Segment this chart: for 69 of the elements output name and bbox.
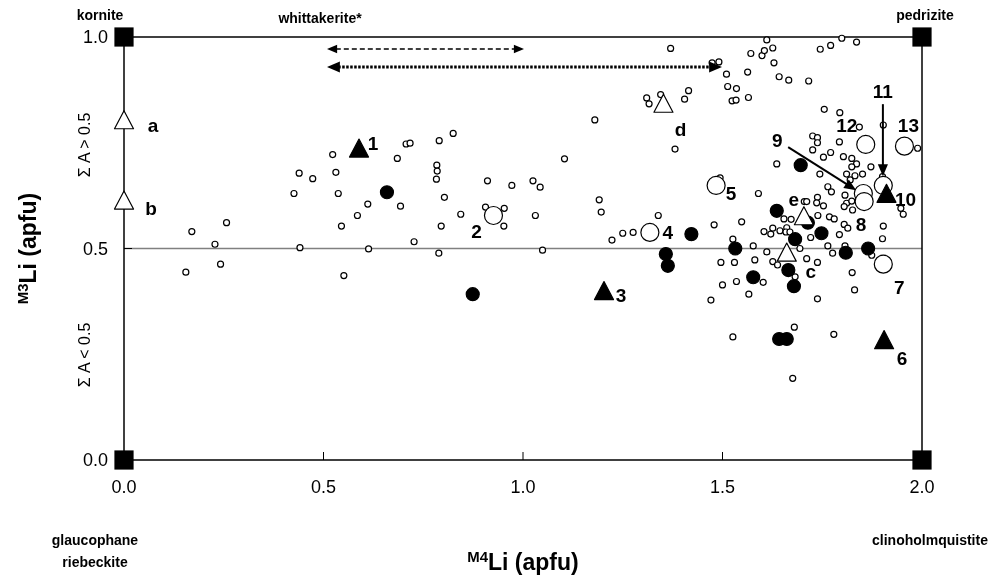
annotation: b: [145, 198, 157, 220]
annotation: c: [805, 261, 817, 283]
point: [348, 138, 370, 158]
annotation: 9: [771, 129, 783, 151]
point: [379, 185, 395, 200]
point: [640, 222, 660, 243]
y-tick-label: 0.0: [82, 450, 108, 470]
point: [114, 27, 134, 47]
annotation: kornite: [76, 7, 124, 23]
point: [776, 242, 797, 262]
x-tick-label: 0.5: [310, 477, 337, 497]
point: [483, 205, 504, 226]
point: [728, 241, 743, 256]
annotation: 6: [896, 348, 908, 370]
point: [873, 254, 893, 274]
annotation: 11: [872, 80, 894, 102]
point: [894, 136, 915, 156]
annotation: a: [147, 115, 159, 137]
x-axis-title: $^{M4}$Li (apfu): [467, 547, 579, 575]
y-tick-label: 0.5: [82, 238, 108, 259]
annotation: 1: [367, 133, 379, 155]
point: [874, 330, 895, 350]
annotation: e: [788, 189, 800, 211]
point: [660, 258, 675, 273]
point: [793, 206, 814, 226]
point: [658, 246, 673, 262]
text: Σ A < 0.5: [75, 322, 93, 388]
point: [653, 93, 674, 113]
text: whittakerite*: [277, 10, 363, 26]
y-tick-label: 1.0: [82, 27, 108, 47]
text: clinoholmquistite: [872, 532, 989, 548]
x-tick-label: 1.5: [709, 477, 736, 497]
x-tick-label: 2.0: [909, 477, 935, 497]
point: [861, 241, 876, 256]
point: [706, 175, 726, 196]
point: [854, 191, 874, 212]
annotation: d: [674, 118, 687, 140]
annotation: 12: [836, 114, 858, 136]
annotation: 7: [894, 276, 905, 298]
annotation: 5: [725, 182, 737, 204]
point: [876, 183, 897, 203]
annotation: 2: [471, 221, 482, 243]
point: [838, 245, 853, 260]
point: [465, 287, 480, 302]
point: [113, 190, 135, 210]
annotation: pedrizite: [896, 7, 954, 23]
point: [746, 270, 761, 285]
point: [814, 226, 829, 241]
point: [788, 232, 803, 247]
point: [781, 262, 796, 278]
point: [856, 134, 876, 155]
point: [593, 280, 615, 301]
x-tick-label: 1.0: [510, 477, 536, 497]
annotation: 3: [615, 284, 627, 306]
annotation: 13: [897, 114, 920, 136]
annotation: 4: [662, 221, 674, 243]
point: [113, 110, 135, 130]
annotation: 10: [894, 188, 917, 210]
point: [769, 203, 784, 218]
point: [912, 450, 932, 470]
point: [793, 158, 808, 173]
point: [786, 279, 802, 294]
text: Σ A > 0.5: [75, 112, 93, 178]
text: glaucophane riebeckite: [51, 532, 139, 570]
point: [912, 27, 932, 47]
point: [684, 227, 699, 242]
point: [114, 450, 134, 470]
x-tick-label: 0.0: [111, 477, 137, 497]
annotation: 8: [855, 214, 867, 236]
